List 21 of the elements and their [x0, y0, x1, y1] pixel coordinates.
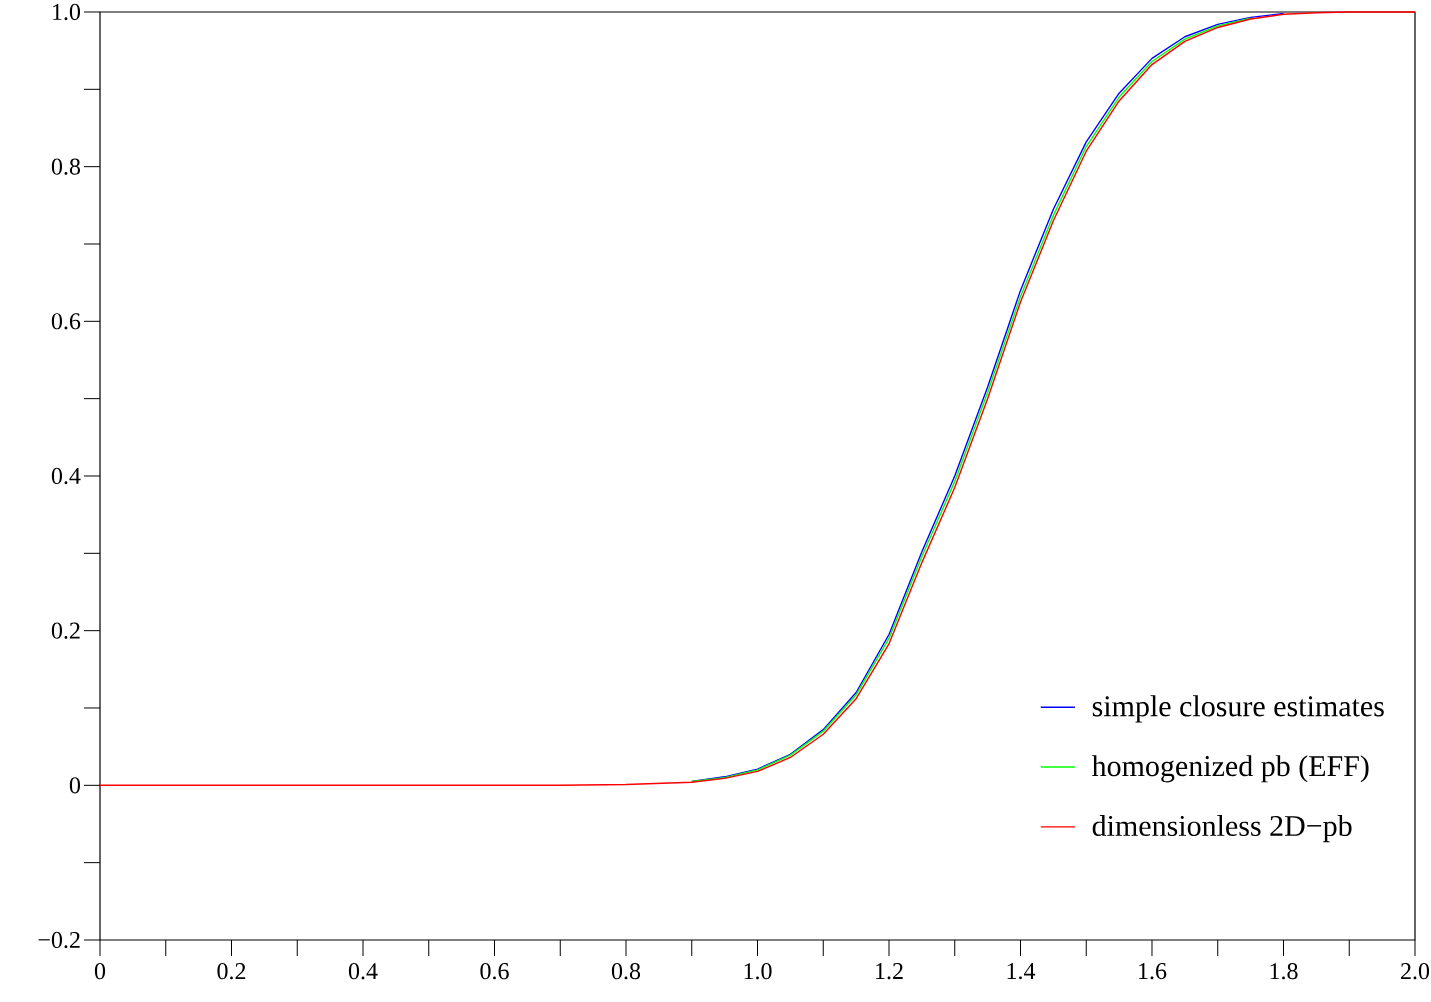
x-tick-label: 1.2 — [876, 963, 903, 980]
legend-label: homogenized pb (EFF) — [1091, 755, 1369, 783]
x-tick-label: 1.0 — [744, 963, 772, 980]
legend-label: dimensionless 2D−pb — [1092, 814, 1352, 843]
x-tick-label: 0.2 — [217, 963, 246, 980]
x-tick-label: 1.4 — [1007, 963, 1036, 980]
y-tick-label: 0.6 — [51, 313, 81, 330]
x-tick-label: 2.0 — [1401, 963, 1430, 980]
y-tick-label: 1.0 — [53, 3, 81, 21]
x-tick-label: 0.6 — [480, 963, 509, 980]
y-tick-label: 0 — [69, 777, 81, 794]
y-tick-label: 0.4 — [51, 467, 81, 485]
x-tick-label: 0.8 — [611, 963, 641, 980]
legend-label: simple closure estimates — [1092, 695, 1384, 723]
x-tick-label: 0.4 — [348, 963, 378, 980]
y-tick-label: 0.2 — [51, 622, 80, 639]
x-tick-label: 1.6 — [1139, 963, 1167, 980]
y-tick-label: 0.8 — [51, 158, 81, 175]
y-tick-label: −0.2 — [38, 931, 80, 949]
x-tick-label: 0 — [94, 963, 106, 980]
x-tick-label: 1.8 — [1270, 963, 1298, 980]
